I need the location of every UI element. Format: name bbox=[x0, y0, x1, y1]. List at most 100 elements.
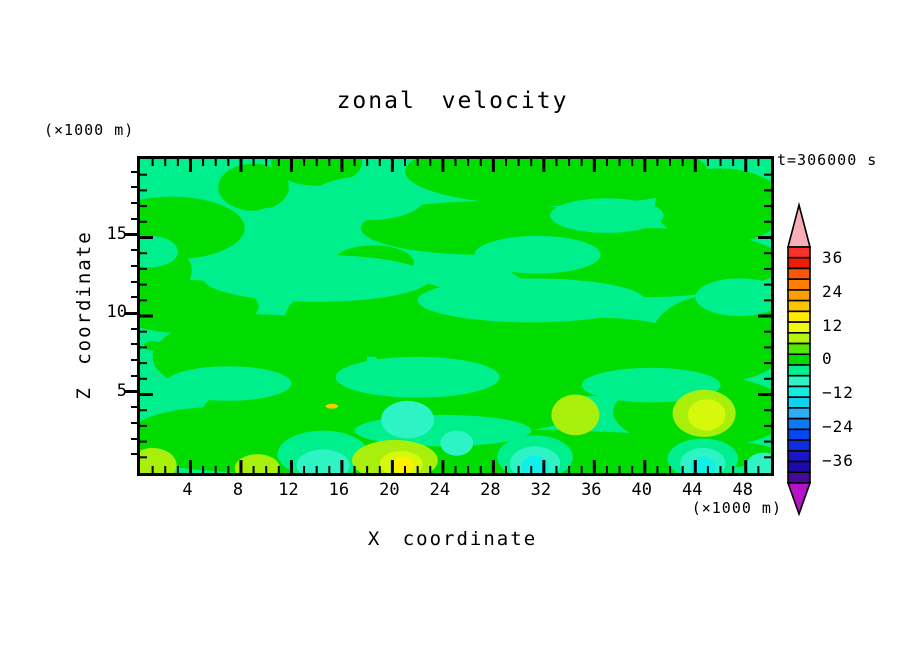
axis-tick bbox=[140, 314, 153, 318]
axis-tick bbox=[289, 460, 293, 473]
x-tick-label: 48 bbox=[732, 480, 753, 500]
axis-tick bbox=[252, 466, 255, 473]
axis-tick bbox=[491, 159, 495, 172]
x-tick-label: 28 bbox=[480, 480, 501, 500]
contour-feature bbox=[381, 400, 435, 439]
axis-tick bbox=[643, 460, 647, 473]
contour-band bbox=[654, 168, 771, 244]
colorbar-segment bbox=[787, 460, 811, 474]
axis-tick bbox=[467, 159, 470, 166]
axis-tick bbox=[366, 466, 369, 473]
z-axis-outer-tick bbox=[125, 390, 137, 393]
colorbar-label: −36 bbox=[822, 450, 854, 470]
axis-tick bbox=[176, 159, 179, 166]
colorbar-label: 0 bbox=[822, 349, 833, 369]
axis-tick bbox=[140, 440, 147, 443]
contour-streak bbox=[310, 176, 424, 221]
colorbar-segment bbox=[787, 256, 811, 270]
z-axis-outer-tick bbox=[131, 406, 137, 409]
colorbar-label: 12 bbox=[822, 315, 844, 335]
contour-feature bbox=[391, 457, 414, 473]
axis-tick bbox=[656, 159, 659, 166]
axis-tick bbox=[214, 466, 217, 473]
z-tick-label: 15 bbox=[106, 223, 127, 244]
x-tick-label: 40 bbox=[631, 480, 653, 500]
colorbar-label: 24 bbox=[822, 281, 844, 301]
axis-tick bbox=[568, 159, 571, 166]
axis-tick bbox=[378, 159, 381, 166]
x-tick-label: 8 bbox=[232, 480, 244, 500]
axis-tick bbox=[656, 466, 659, 473]
colorbar-segment bbox=[787, 278, 811, 291]
axis-tick bbox=[618, 466, 621, 473]
axis-tick bbox=[681, 466, 684, 473]
axis-tick bbox=[764, 409, 771, 412]
axis-tick bbox=[504, 466, 507, 473]
axis-tick bbox=[176, 466, 179, 473]
axis-tick bbox=[693, 460, 697, 473]
contour-streak bbox=[140, 235, 178, 268]
axis-tick bbox=[214, 159, 217, 166]
axis-tick bbox=[239, 159, 243, 172]
axis-tick bbox=[164, 466, 167, 473]
axis-tick bbox=[390, 159, 394, 172]
axis-tick bbox=[643, 159, 647, 172]
x-tick-label: 44 bbox=[682, 480, 703, 500]
axis-tick bbox=[764, 205, 771, 208]
axis-tick bbox=[764, 189, 771, 192]
x-tick-label: 32 bbox=[530, 480, 552, 500]
colorbar-segment bbox=[787, 353, 811, 366]
axis-tick bbox=[140, 283, 147, 286]
axis-tick bbox=[315, 159, 318, 166]
colorbar-segment bbox=[787, 385, 811, 398]
axis-tick bbox=[517, 466, 520, 473]
axis-tick bbox=[669, 159, 672, 166]
axis-tick bbox=[764, 362, 771, 365]
contour-streak bbox=[581, 367, 721, 403]
axis-tick bbox=[202, 159, 205, 166]
z-axis-units-label: (×1000 m) bbox=[44, 121, 135, 139]
contour-band bbox=[651, 294, 771, 382]
axis-tick bbox=[277, 466, 280, 473]
contour-band bbox=[140, 407, 305, 467]
axis-tick bbox=[758, 314, 771, 318]
contour-feature bbox=[140, 447, 177, 473]
axis-tick bbox=[140, 362, 147, 365]
axis-tick bbox=[328, 159, 331, 166]
axis-tick bbox=[164, 159, 167, 166]
axis-tick bbox=[140, 252, 147, 255]
axis-tick bbox=[277, 159, 280, 166]
colorbar-label: −12 bbox=[822, 383, 854, 403]
axis-tick bbox=[441, 159, 445, 172]
axis-tick bbox=[140, 189, 147, 192]
axis-tick bbox=[390, 460, 394, 473]
axis-tick bbox=[764, 456, 771, 459]
axis-tick bbox=[340, 159, 344, 172]
x-tick-label: 20 bbox=[379, 480, 400, 500]
contour-feature bbox=[521, 455, 549, 473]
z-axis-outer-tick bbox=[131, 343, 137, 346]
colorbar-segment bbox=[787, 428, 811, 441]
axis-tick bbox=[353, 159, 356, 166]
z-axis-outer-tick bbox=[131, 359, 137, 362]
contour-feature bbox=[234, 454, 281, 473]
x-tick-label: 4 bbox=[182, 480, 193, 500]
x-tick-label: 24 bbox=[429, 480, 451, 500]
axis-tick bbox=[530, 466, 533, 473]
axis-tick bbox=[631, 159, 634, 166]
colorbar-bottom-arrow bbox=[786, 482, 812, 517]
colorbar bbox=[786, 202, 812, 517]
contour-band bbox=[271, 159, 363, 186]
axis-tick bbox=[706, 159, 709, 166]
colorbar-segment bbox=[787, 374, 811, 388]
axis-tick bbox=[454, 159, 457, 166]
z-axis-outer-tick bbox=[131, 327, 137, 330]
axis-tick bbox=[416, 466, 419, 473]
axis-tick bbox=[140, 173, 147, 176]
axis-tick bbox=[467, 466, 470, 473]
axis-tick bbox=[693, 159, 697, 172]
axis-tick bbox=[732, 159, 735, 166]
z-axis-outer-tick bbox=[125, 311, 137, 315]
axis-tick bbox=[764, 252, 771, 255]
axis-tick bbox=[605, 466, 608, 473]
